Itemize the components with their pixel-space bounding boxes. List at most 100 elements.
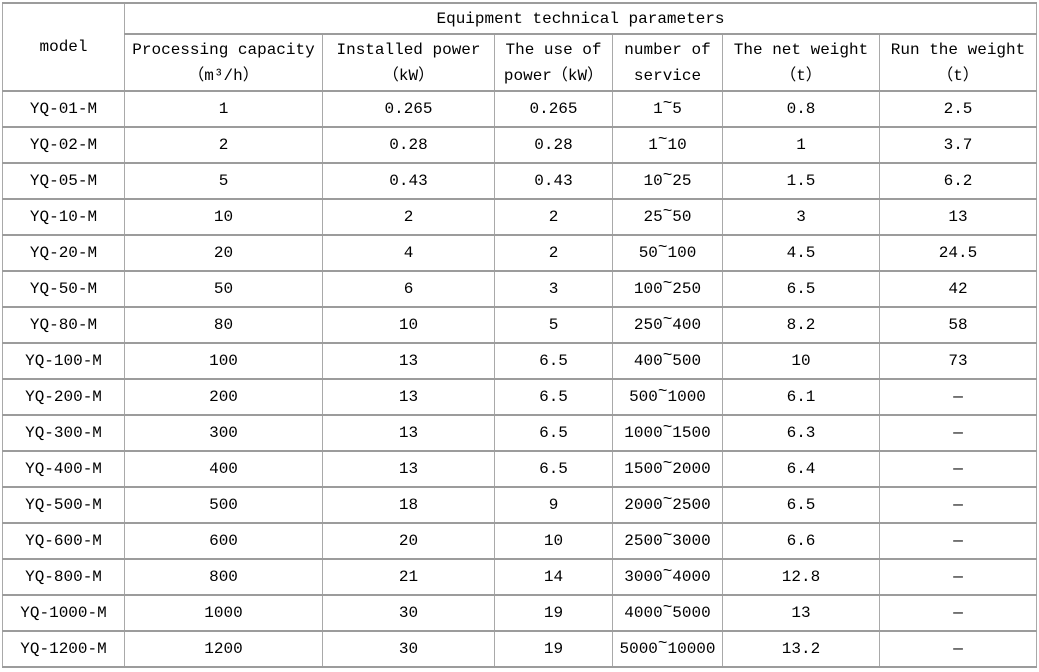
cell-number-of-service: 25~50 <box>612 198 723 236</box>
column-header-number-of-service: number of service <box>612 33 723 92</box>
cell-model: YQ-01-M <box>2 90 125 128</box>
cell-run-weight: — <box>878 630 1038 668</box>
cell-installed-power: 0.265 <box>322 90 495 128</box>
cell-run-weight: — <box>878 558 1038 596</box>
cell-run-weight: 73 <box>878 342 1038 380</box>
table-row: YQ-200-M 200 13 6.5 500~1000 6.1— <box>2 378 1038 416</box>
cell-use-of-power: 0.28 <box>494 126 613 164</box>
column-header-line2: service <box>633 66 702 85</box>
column-header-line1: number of <box>624 40 711 59</box>
cell-number-of-service: 3000~4000 <box>612 558 723 596</box>
cell-processing-capacity: 50 <box>124 270 323 308</box>
cell-model: YQ-20-M <box>2 234 125 272</box>
cell-model: YQ-80-M <box>2 306 125 344</box>
table-row: YQ-05-M 5 0.43 0.43 10~25 1.5 6.2 <box>2 162 1038 200</box>
cell-number-of-service: 2500~3000 <box>612 522 723 560</box>
column-header-line1: Installed power <box>336 40 481 59</box>
cell-model: YQ-200-M <box>2 378 125 416</box>
cell-processing-capacity: 20 <box>124 234 323 272</box>
cell-number-of-service: 50~100 <box>612 234 723 272</box>
column-header-installed-power: Installed power （kW） <box>322 33 495 92</box>
model-column-header: model <box>2 2 125 92</box>
cell-run-weight: 13 <box>878 198 1038 236</box>
cell-net-weight: 6.4 <box>722 450 880 488</box>
cell-net-weight: 6.6 <box>722 522 880 560</box>
cell-installed-power: 30 <box>322 594 495 632</box>
column-header-line2: power（kW） <box>503 66 604 85</box>
table-row: YQ-1200-M 1200 30 19 5000~10000 13.2— <box>2 630 1038 668</box>
cell-use-of-power: 3 <box>494 270 613 308</box>
cell-processing-capacity: 2 <box>124 126 323 164</box>
table-header: model Equipment technical parameters Pro… <box>2 2 1038 92</box>
cell-use-of-power: 6.5 <box>494 450 613 488</box>
cell-model: YQ-05-M <box>2 162 125 200</box>
cell-net-weight: 3 <box>722 198 880 236</box>
cell-installed-power: 13 <box>322 450 495 488</box>
column-header-processing-capacity: Processing capacity （m³/h） <box>124 33 323 92</box>
cell-run-weight: — <box>878 414 1038 452</box>
cell-use-of-power: 2 <box>494 198 613 236</box>
cell-net-weight: 4.5 <box>722 234 880 272</box>
column-header-line2: （m³/h） <box>188 66 259 85</box>
cell-number-of-service: 10~25 <box>612 162 723 200</box>
cell-installed-power: 0.28 <box>322 126 495 164</box>
cell-processing-capacity: 1200 <box>124 630 323 668</box>
column-header-line2: （t） <box>780 66 822 85</box>
table-row: YQ-50-M 50 6 3 100~250 6.5 42 <box>2 270 1038 308</box>
cell-model: YQ-500-M <box>2 486 125 524</box>
cell-model: YQ-1200-M <box>2 630 125 668</box>
cell-net-weight: 1 <box>722 126 880 164</box>
cell-installed-power: 13 <box>322 414 495 452</box>
table-body: YQ-01-M 1 0.265 0.265 1~5 0.8 2.5 YQ-02-M 2 0.28 0… <box>2 90 1038 668</box>
cell-use-of-power: 14 <box>494 558 613 596</box>
cell-net-weight: 6.1 <box>722 378 880 416</box>
cell-net-weight: 6.5 <box>722 486 880 524</box>
cell-processing-capacity: 500 <box>124 486 323 524</box>
cell-net-weight: 1.5 <box>722 162 880 200</box>
cell-number-of-service: 400~500 <box>612 342 723 380</box>
column-header-line2: （t） <box>937 66 979 85</box>
table-row: YQ-02-M 2 0.28 0.28 1~10 1 3.7 <box>2 126 1038 164</box>
cell-installed-power: 13 <box>322 342 495 380</box>
column-header-line1: Run the weight <box>890 40 1026 59</box>
cell-processing-capacity: 300 <box>124 414 323 452</box>
cell-model: YQ-1000-M <box>2 594 125 632</box>
cell-number-of-service: 250~400 <box>612 306 723 344</box>
cell-use-of-power: 10 <box>494 522 613 560</box>
table-title: Equipment technical parameters <box>123 2 1038 35</box>
cell-run-weight: — <box>878 378 1038 416</box>
cell-installed-power: 21 <box>322 558 495 596</box>
cell-number-of-service: 1~10 <box>612 126 723 164</box>
cell-run-weight: — <box>878 522 1038 560</box>
cell-net-weight: 13.2 <box>722 630 880 668</box>
column-header-net-weight: The net weight （t） <box>722 33 880 92</box>
cell-processing-capacity: 5 <box>124 162 323 200</box>
cell-number-of-service: 5000~10000 <box>612 630 723 668</box>
cell-processing-capacity: 1 <box>124 90 323 128</box>
cell-number-of-service: 4000~5000 <box>612 594 723 632</box>
table-row: YQ-500-M 500 18 9 2000~2500 6.5— <box>2 486 1038 524</box>
cell-use-of-power: 9 <box>494 486 613 524</box>
cell-net-weight: 13 <box>722 594 880 632</box>
cell-run-weight: 3.7 <box>878 126 1038 164</box>
cell-installed-power: 0.43 <box>322 162 495 200</box>
cell-model: YQ-50-M <box>2 270 125 308</box>
table-row: YQ-400-M 400 13 6.5 1500~2000 6.4— <box>2 450 1038 488</box>
cell-installed-power: 18 <box>322 486 495 524</box>
cell-processing-capacity: 400 <box>124 450 323 488</box>
column-header-line1: The net weight <box>733 40 869 59</box>
column-header-line1: Processing capacity <box>132 40 315 59</box>
title-row: model Equipment technical parameters <box>2 2 1038 92</box>
cell-processing-capacity: 10 <box>124 198 323 236</box>
cell-net-weight: 6.5 <box>722 270 880 308</box>
cell-number-of-service: 1000~1500 <box>612 414 723 452</box>
cell-run-weight: 42 <box>878 270 1038 308</box>
cell-use-of-power: 0.43 <box>494 162 613 200</box>
cell-processing-capacity: 200 <box>124 378 323 416</box>
cell-use-of-power: 19 <box>494 630 613 668</box>
cell-net-weight: 12.8 <box>722 558 880 596</box>
cell-installed-power: 13 <box>322 378 495 416</box>
cell-model: YQ-800-M <box>2 558 125 596</box>
